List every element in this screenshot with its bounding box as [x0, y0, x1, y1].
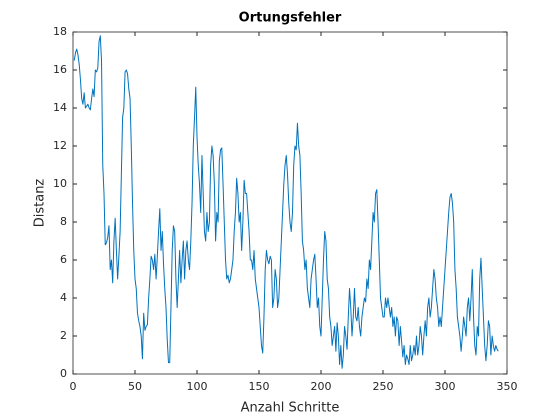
- x-tick-label: 300: [435, 380, 456, 393]
- x-tick-label: 100: [187, 380, 208, 393]
- x-tick-label: 0: [70, 380, 77, 393]
- y-tick-label: 18: [53, 25, 67, 38]
- y-tick-label: 8: [60, 215, 67, 228]
- axes-box: [72, 31, 508, 375]
- data-line: [73, 35, 499, 369]
- y-tick-label: 4: [60, 291, 67, 304]
- y-tick-label: 2: [60, 329, 67, 342]
- chart-title: Ortungsfehler: [239, 11, 342, 26]
- x-tick-label: 150: [249, 380, 270, 393]
- y-axis-label: Distanz: [33, 179, 48, 228]
- x-tick-label: 50: [128, 380, 142, 393]
- x-tick-label: 250: [373, 380, 394, 393]
- y-tick-label: 16: [53, 63, 67, 76]
- x-tick-label: 350: [497, 380, 518, 393]
- y-tick-label: 10: [53, 177, 67, 190]
- y-tick-label: 14: [53, 101, 67, 114]
- x-tick-label: 200: [311, 380, 332, 393]
- y-tick-label: 0: [60, 367, 67, 380]
- y-tick-label: 12: [53, 139, 67, 152]
- y-tick-label: 6: [60, 253, 67, 266]
- x-axis-label: Anzahl Schritte: [241, 401, 340, 416]
